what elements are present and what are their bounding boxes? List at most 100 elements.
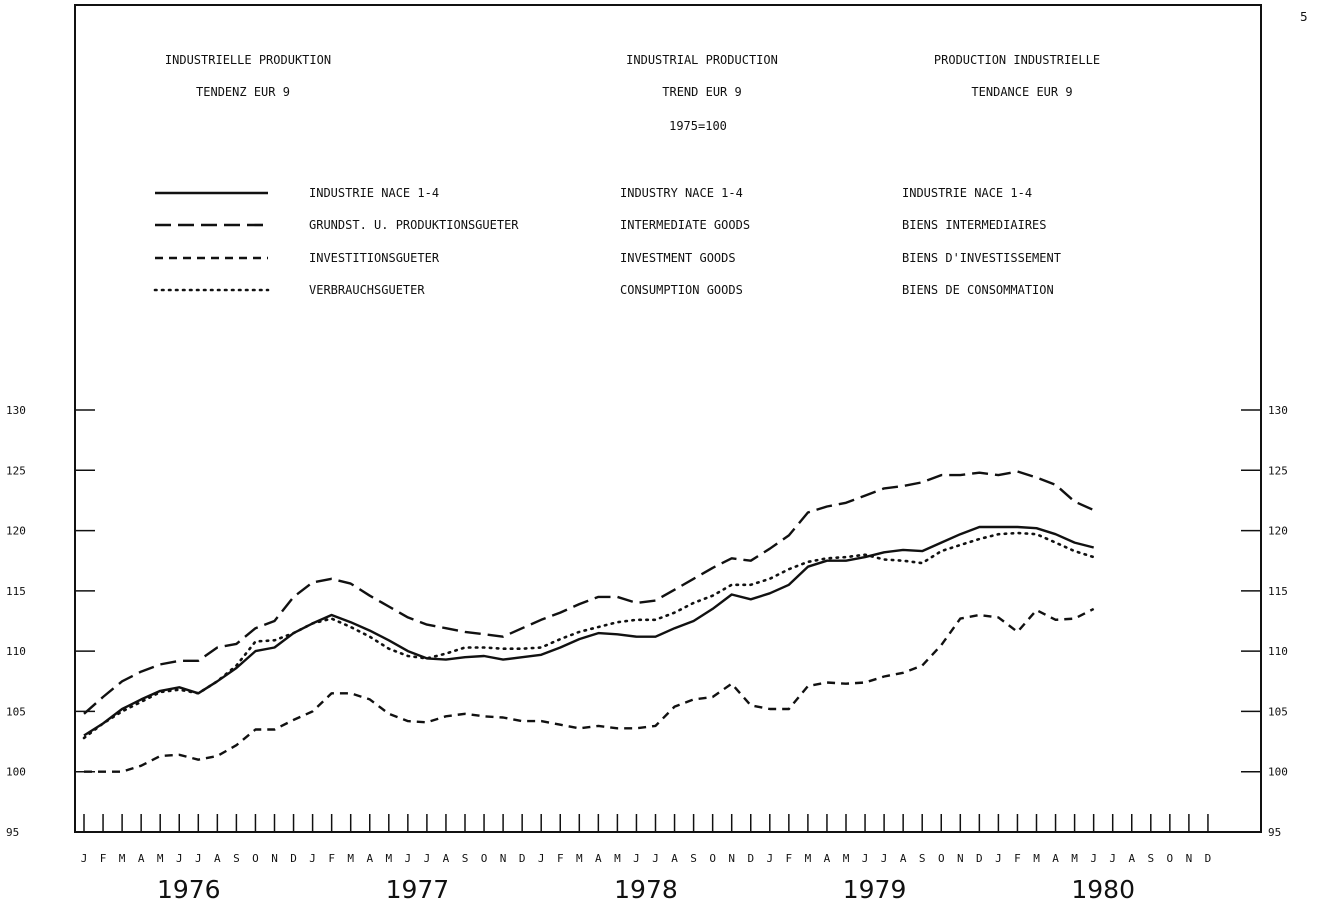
month-label: J (195, 852, 202, 865)
y-tick-label-left: 120 (6, 525, 26, 538)
series-lines (82, 470, 1095, 773)
month-label: M (1071, 852, 1078, 865)
month-label: M (843, 852, 850, 865)
month-label: S (233, 852, 240, 865)
month-label: A (138, 852, 145, 865)
month-label: A (1052, 852, 1059, 865)
y-axis-left: 95 100 105 110 115 120 125 130 (6, 404, 95, 839)
month-label: F (100, 852, 107, 865)
month-label: J (405, 852, 412, 865)
month-label: J (1109, 852, 1116, 865)
y-tick-label-left: 130 (6, 404, 26, 417)
month-label: S (919, 852, 926, 865)
month-label: M (347, 852, 354, 865)
series-line-solid (83, 525, 1094, 737)
month-label: D (519, 852, 526, 865)
legend-label-de: INDUSTRIE NACE 1-4 (309, 186, 439, 200)
base-en: 1975=100 (669, 119, 727, 133)
legend-label-de: INVESTITIONSGUETER (309, 251, 440, 265)
month-label: D (747, 852, 754, 865)
year-label: 1980 (1071, 875, 1135, 904)
month-label: N (957, 852, 964, 865)
month-label: J (538, 852, 545, 865)
legend-label-en: INTERMEDIATE GOODS (620, 218, 750, 232)
month-label: M (614, 852, 621, 865)
month-label: J (652, 852, 659, 865)
subtitle-de: TENDENZ EUR 9 (196, 85, 290, 99)
month-label: F (557, 852, 564, 865)
month-label: J (81, 852, 88, 865)
title-de: INDUSTRIELLE PRODUKTION (165, 53, 331, 67)
month-label: M (385, 852, 392, 865)
y-tick-label-left: 125 (6, 464, 26, 477)
legend-label-fr: INDUSTRIE NACE 1-4 (902, 186, 1032, 200)
month-label: M (805, 852, 812, 865)
y-tick-label-right: 115 (1268, 585, 1288, 598)
year-label: 1978 (614, 875, 678, 904)
month-label: J (766, 852, 773, 865)
month-label: M (119, 852, 126, 865)
month-label: D (976, 852, 983, 865)
month-label: A (824, 852, 831, 865)
y-tick-label-right: 100 (1268, 766, 1288, 779)
legend-label-de: VERBRAUCHSGUETER (309, 283, 425, 297)
month-label: J (862, 852, 869, 865)
y-tick-label-right: 125 (1268, 464, 1288, 477)
month-label: J (1090, 852, 1097, 865)
month-label: A (900, 852, 907, 865)
y-tick-label-left: 105 (6, 705, 26, 718)
legend-label-fr: BIENS D'INVESTISSEMENT (902, 251, 1061, 265)
month-label: S (690, 852, 697, 865)
month-label: O (252, 852, 259, 865)
subtitle-fr: TENDANCE EUR 9 (971, 85, 1072, 99)
year-label: 1977 (386, 875, 450, 904)
month-label: O (938, 852, 945, 865)
month-label: S (462, 852, 469, 865)
month-label: A (595, 852, 602, 865)
legend-label-fr: BIENS DE CONSOMMATION (902, 283, 1054, 297)
month-label: M (576, 852, 583, 865)
year-label: 1976 (157, 875, 221, 904)
month-label: A (214, 852, 221, 865)
y-tick-label-left: 110 (6, 645, 26, 658)
legend: INDUSTRIE NACE 1-4 INDUSTRY NACE 1-4 INDUS… (153, 186, 1061, 297)
month-label: F (328, 852, 335, 865)
month-label: N (1186, 852, 1193, 865)
title-en: INDUSTRIAL PRODUCTION (626, 53, 778, 67)
legend-label-de: GRUNDST. U. PRODUKTIONSGUETER (309, 218, 519, 232)
series-line-dotted (82, 531, 1095, 740)
y-tick-label-right: 130 (1268, 404, 1288, 417)
legend-label-en: INVESTMENT GOODS (620, 251, 736, 265)
month-label: O (481, 852, 488, 865)
month-label: J (176, 852, 183, 865)
legend-label-en: CONSUMPTION GOODS (620, 283, 743, 297)
month-label: J (881, 852, 888, 865)
y-tick-label-left: 115 (6, 585, 26, 598)
month-label: O (709, 852, 716, 865)
month-label: S (1147, 852, 1154, 865)
chart-frame (74, 4, 1262, 833)
y-tick-label-right: 120 (1268, 525, 1288, 538)
y-tick-label-right: 105 (1268, 705, 1288, 718)
series-line-short-dash (84, 607, 1095, 773)
month-label: O (1167, 852, 1174, 865)
legend-label-en: INDUSTRY NACE 1-4 (620, 186, 743, 200)
month-label: A (443, 852, 450, 865)
y-tick-label-right: 95 (1268, 826, 1281, 839)
month-label: J (309, 852, 316, 865)
y-tick-label-left: 95 (6, 826, 19, 839)
month-label: N (728, 852, 735, 865)
month-label: F (1014, 852, 1021, 865)
month-label: A (671, 852, 678, 865)
y-tick-label-left: 100 (6, 766, 26, 779)
month-label: J (424, 852, 431, 865)
subtitle-en: TREND EUR 9 (662, 85, 741, 99)
y-axis-right: 95 100 105 110 115 120 125 130 (1241, 404, 1288, 839)
month-label: A (366, 852, 373, 865)
y-tick-label-right: 110 (1268, 645, 1288, 658)
month-label: A (1128, 852, 1135, 865)
series-line-long-dash (83, 470, 1095, 715)
month-label: M (157, 852, 164, 865)
legend-label-fr: BIENS INTERMEDIAIRES (902, 218, 1047, 232)
